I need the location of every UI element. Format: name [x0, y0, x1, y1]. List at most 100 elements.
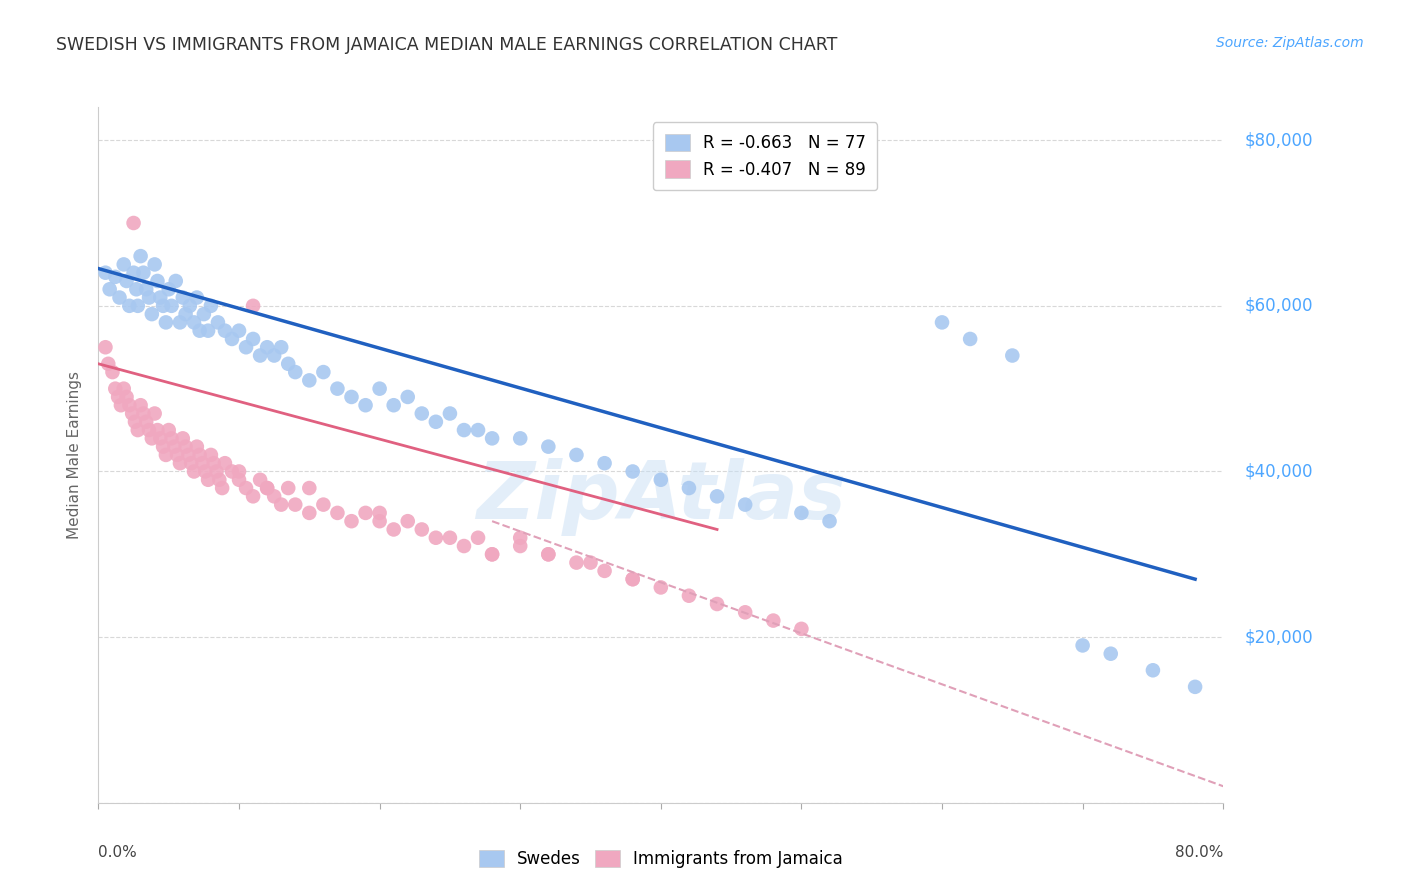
Point: [152, 299, 174, 313]
Point: [235, 481, 257, 495]
Point: [202, 456, 225, 470]
Point: [818, 514, 841, 528]
Point: [270, 498, 292, 512]
Point: [650, 581, 672, 595]
Text: 80.0%: 80.0%: [1175, 845, 1223, 860]
Point: [101, 365, 124, 379]
Point: [439, 531, 461, 545]
Point: [228, 465, 250, 479]
Point: [214, 456, 236, 470]
Point: [368, 506, 391, 520]
Point: [157, 282, 180, 296]
Point: [298, 481, 321, 495]
Point: [194, 465, 217, 479]
Point: [160, 431, 183, 445]
Point: [124, 415, 146, 429]
Point: [110, 398, 132, 412]
Point: [678, 481, 700, 495]
Point: [94, 266, 117, 280]
Point: [155, 448, 177, 462]
Point: [277, 481, 299, 495]
Point: [734, 498, 756, 512]
Point: [284, 498, 307, 512]
Point: [166, 448, 188, 462]
Point: [368, 514, 391, 528]
Point: [211, 481, 233, 495]
Point: [481, 547, 503, 561]
Text: $40,000: $40,000: [1244, 462, 1313, 481]
Point: [188, 324, 211, 338]
Point: [98, 282, 121, 296]
Point: [481, 547, 503, 561]
Point: [509, 539, 531, 553]
Point: [382, 523, 405, 537]
Point: [214, 324, 236, 338]
Point: [115, 274, 138, 288]
Point: [118, 299, 141, 313]
Point: [165, 274, 187, 288]
Text: SWEDISH VS IMMIGRANTS FROM JAMAICA MEDIAN MALE EARNINGS CORRELATION CHART: SWEDISH VS IMMIGRANTS FROM JAMAICA MEDIA…: [56, 36, 838, 54]
Point: [411, 407, 433, 421]
Point: [155, 315, 177, 329]
Point: [453, 539, 475, 553]
Text: Source: ZipAtlas.com: Source: ZipAtlas.com: [1216, 36, 1364, 50]
Point: [382, 398, 405, 412]
Point: [132, 407, 155, 421]
Point: [298, 373, 321, 387]
Point: [537, 547, 560, 561]
Point: [188, 448, 211, 462]
Point: [104, 382, 127, 396]
Point: [149, 291, 172, 305]
Point: [1142, 663, 1164, 677]
Point: [263, 489, 285, 503]
Point: [125, 282, 148, 296]
Point: [354, 506, 377, 520]
Point: [565, 556, 588, 570]
Point: [959, 332, 981, 346]
Point: [706, 597, 728, 611]
Point: [135, 282, 157, 296]
Point: [621, 572, 644, 586]
Point: [169, 456, 191, 470]
Point: [186, 440, 208, 454]
Legend: Swedes, Immigrants from Jamaica: Swedes, Immigrants from Jamaica: [472, 843, 849, 875]
Point: [439, 407, 461, 421]
Point: [298, 506, 321, 520]
Text: $20,000: $20,000: [1244, 628, 1313, 646]
Point: [141, 431, 163, 445]
Point: [127, 423, 149, 437]
Point: [593, 564, 616, 578]
Point: [177, 448, 200, 462]
Point: [1071, 639, 1094, 653]
Point: [207, 315, 229, 329]
Point: [326, 382, 349, 396]
Point: [340, 390, 363, 404]
Point: [734, 605, 756, 619]
Point: [235, 340, 257, 354]
Point: [228, 473, 250, 487]
Point: [509, 431, 531, 445]
Point: [191, 456, 214, 470]
Point: [467, 423, 489, 437]
Point: [152, 440, 174, 454]
Point: [186, 291, 208, 305]
Point: [163, 440, 186, 454]
Text: $80,000: $80,000: [1244, 131, 1313, 149]
Point: [97, 357, 120, 371]
Point: [179, 299, 201, 313]
Point: [205, 465, 228, 479]
Point: [453, 423, 475, 437]
Point: [193, 307, 215, 321]
Point: [256, 481, 278, 495]
Point: [200, 448, 222, 462]
Point: [678, 589, 700, 603]
Point: [149, 431, 172, 445]
Point: [537, 440, 560, 454]
Point: [650, 473, 672, 487]
Point: [242, 332, 264, 346]
Point: [762, 614, 785, 628]
Point: [425, 415, 447, 429]
Point: [135, 415, 157, 429]
Point: [396, 390, 419, 404]
Point: [411, 523, 433, 537]
